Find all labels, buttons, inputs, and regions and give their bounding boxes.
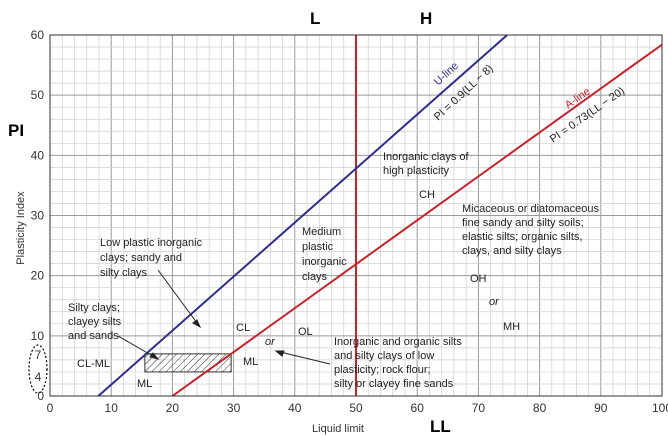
leader-arrows [117, 269, 331, 365]
zone-label-ol: OL [298, 326, 313, 338]
u-line [97, 35, 508, 396]
u-line-name: U-line [432, 60, 461, 88]
zone-label-line: CL-ML [77, 358, 110, 370]
zone-label-line: ML [243, 356, 258, 368]
zone-label-line: plasticity; rock flour; [334, 364, 431, 376]
side-tick-7: 7 [35, 348, 42, 362]
cl-ml-hatched-band [144, 353, 232, 373]
zone-label-or_high: or [489, 296, 500, 308]
zone-label-oh: OH [470, 273, 487, 285]
zone-label-line: clayey silts [68, 316, 122, 328]
zone-label-line: Inorganic clays of [383, 151, 470, 163]
arrow-inorganic-organic [275, 350, 331, 365]
y-tick-label: 50 [31, 88, 45, 102]
x-tick-label: 20 [166, 401, 180, 415]
zone-label-ch: CH [419, 189, 435, 201]
y-tick-label: 60 [31, 28, 45, 42]
x-axis-title: Liquid limit [312, 423, 364, 435]
zone-label-low_plastic: Low plastic inorganic clays; sandy and sil… [100, 237, 203, 279]
x-tick-label: 10 [105, 401, 119, 415]
y-tick-label: 10 [31, 329, 45, 343]
zone-label-line: CL [236, 322, 250, 334]
zone-label-line: clays, and silty clays [462, 245, 562, 257]
arrow-head-silty [149, 352, 160, 360]
side-tick-4: 4 [35, 370, 42, 384]
zone-label-inorganic_organic: Inorganic and organic silts and silty cla… [334, 336, 462, 390]
zone-label-line: or [265, 336, 276, 348]
zone-label-line: MH [503, 321, 520, 333]
x-tick-label: 60 [411, 401, 425, 415]
x-tick-label: 50 [349, 401, 363, 415]
x-tick-label: 30 [227, 401, 241, 415]
zone-label-line: clays; sandy and [100, 252, 182, 264]
zone-label-line: high plasticity [383, 165, 450, 177]
zone-label-line: plastic [302, 241, 334, 253]
zone-label-line: silty or clayey fine sands [334, 378, 454, 390]
zone-label-high: Inorganic clays of high plasticity [383, 151, 470, 177]
zone-label-line: ML [137, 378, 152, 390]
zone-label-ml_bottom: ML [137, 378, 152, 390]
y-tick-label: 20 [31, 269, 45, 283]
high-plasticity-label: H [420, 9, 432, 28]
x-tick-label: 70 [472, 401, 486, 415]
axis-ticks: 0 10 20 30 40 50 60 70 80 90 100 0 10 20 30 40 50 60 [31, 28, 668, 415]
zone-label-line: Silty clays; [68, 302, 120, 314]
zone-label-line: OH [470, 273, 487, 285]
x-tick-label: 40 [288, 401, 302, 415]
x-tick-label: 100 [652, 401, 668, 415]
zone-label-silty: Silty clays; clayey silts and sands [68, 302, 122, 342]
arrow-head-low-plastic [192, 319, 202, 329]
zone-label-line: clays [302, 271, 328, 283]
zone-label-line: Inorganic and organic silts [334, 336, 462, 348]
zone-label-line: Micaceous or diatomaceous [462, 203, 599, 215]
pi-label: PI [8, 121, 24, 140]
y-tick-label: 0 [37, 389, 44, 403]
zone-labels: Low plastic inorganic clays; sandy and sil… [68, 151, 599, 390]
zone-label-line: Low plastic inorganic [100, 237, 203, 249]
zone-label-micaceous: Micaceous or diatomaceous fine sandy and … [462, 203, 599, 257]
zone-label-cl: CL [236, 322, 250, 334]
zone-label-line: or [489, 296, 500, 308]
zone-label-ml_right: ML [243, 356, 258, 368]
zone-label-line: fine sandy and silty soils; [462, 217, 584, 229]
plot-frame [49, 34, 663, 397]
zone-label-or_low: or [265, 336, 276, 348]
arrow-head-inorganic-organic [274, 350, 285, 357]
zone-label-clml: CL-ML [77, 358, 110, 370]
zone-label-line: Medium [302, 226, 341, 238]
zone-label-line: silty clays [100, 267, 148, 279]
y-axis-title: Plasticity Index [15, 191, 27, 265]
zone-label-line: inorganic [302, 256, 347, 268]
zone-label-line: and silty clays of low [334, 350, 434, 362]
pi-4-7-marker [28, 344, 48, 394]
zone-label-medium: Medium plastic inorganic clays [302, 226, 347, 283]
zone-label-line: OL [298, 326, 313, 338]
zone-label-line: elastic silts; organic silts, [462, 231, 582, 243]
x-tick-label: 0 [47, 401, 54, 415]
zone-label-line: and sands [68, 330, 119, 342]
y-tick-label: 40 [31, 148, 45, 162]
x-tick-label: 80 [533, 401, 547, 415]
ll-label: LL [430, 417, 451, 436]
low-plasticity-label: L [310, 9, 320, 28]
y-tick-label: 30 [31, 209, 45, 223]
arrow-low-plastic [157, 269, 201, 328]
x-tick-label: 90 [594, 401, 608, 415]
a-line [171, 43, 662, 396]
zone-label-line: CH [419, 189, 435, 201]
zone-label-mh: MH [503, 321, 520, 333]
